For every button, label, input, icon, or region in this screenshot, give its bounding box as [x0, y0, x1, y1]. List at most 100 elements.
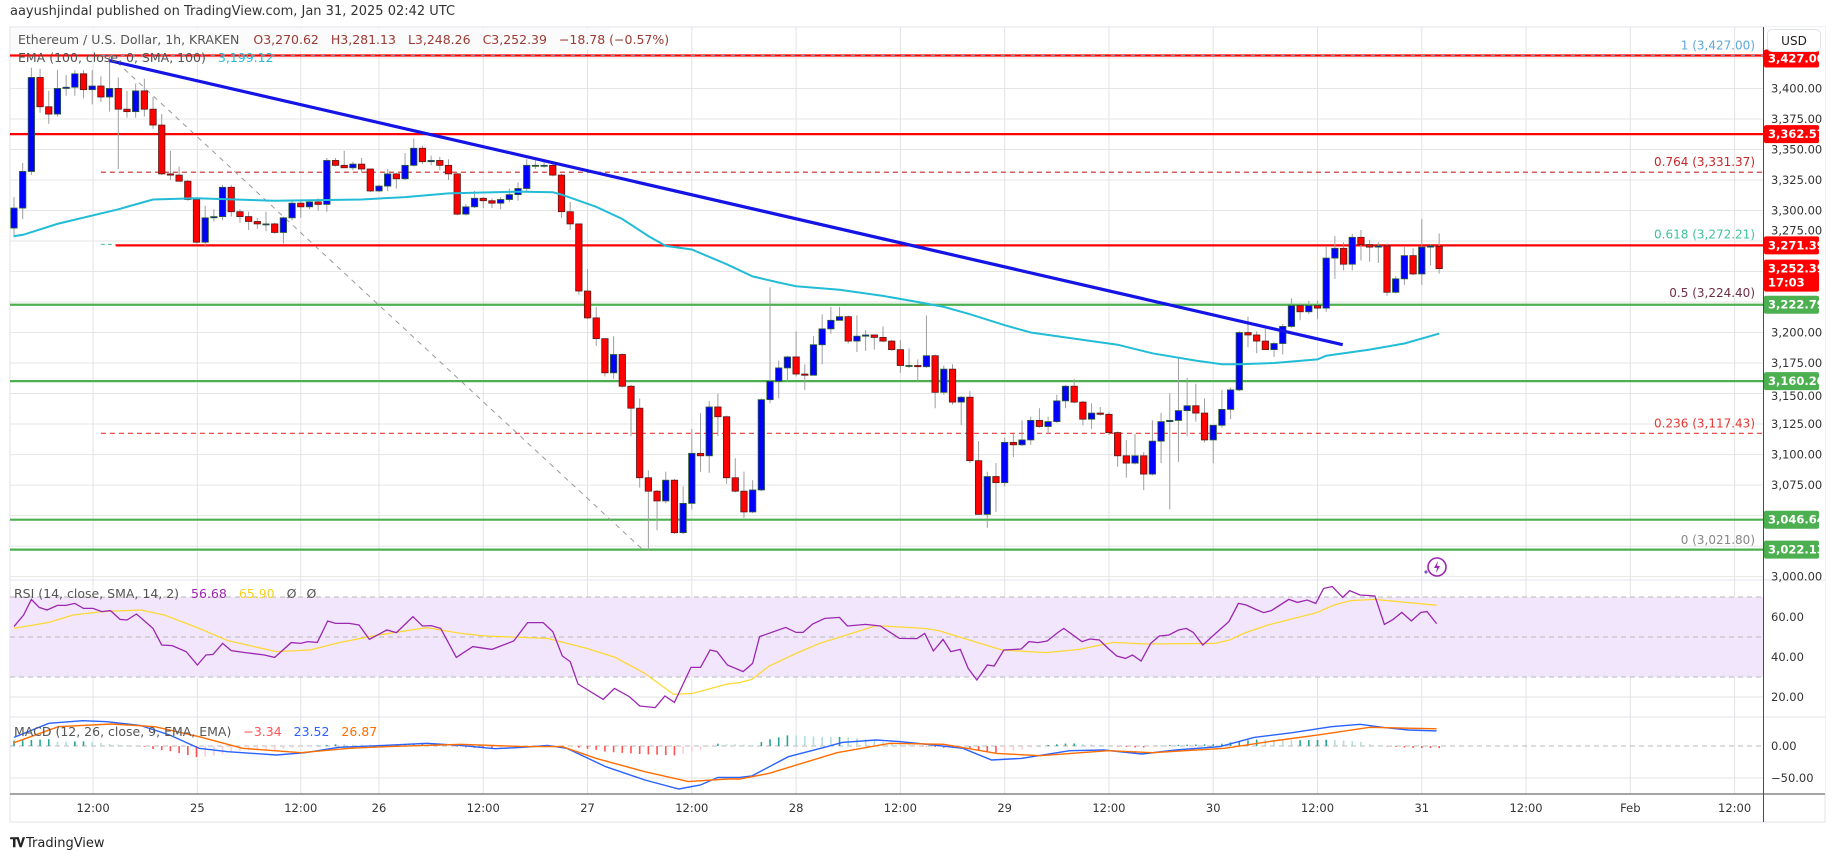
- candle: [1348, 233, 1356, 271]
- macd-histogram-bar: [673, 746, 676, 756]
- macd-histogram-bar: [299, 746, 302, 747]
- candle: [1131, 433, 1139, 465]
- ema-value: 3,199.12: [218, 50, 274, 65]
- macd-histogram-bar: [1403, 746, 1406, 748]
- macd-histogram-bar: [108, 743, 111, 746]
- candle-body-down: [436, 160, 444, 166]
- candle: [123, 90, 131, 118]
- rsi-tick-label: 40.00: [1771, 650, 1804, 664]
- macd-histogram-bar: [691, 746, 693, 752]
- candle-body-up: [349, 163, 357, 169]
- candle: [392, 172, 400, 189]
- candle-body-up: [1148, 440, 1156, 475]
- candle-body-up: [462, 206, 470, 215]
- tradingview-logo-icon: 𝐓𝐕: [10, 836, 25, 851]
- candle-body-up: [1331, 247, 1339, 259]
- ohlc-change: −18.78 (−0.57%): [559, 32, 669, 47]
- candle: [366, 168, 374, 193]
- macd-histogram-bar: [13, 740, 15, 746]
- candle: [1305, 300, 1313, 315]
- candle-body-down: [931, 355, 939, 393]
- candle-body-down: [175, 174, 183, 182]
- tradingview-logo[interactable]: 𝐓𝐕 TradingView: [10, 836, 105, 851]
- candle: [505, 188, 513, 202]
- candle: [731, 458, 739, 493]
- currency-button[interactable]: USD: [1767, 29, 1821, 52]
- candle-body-up: [53, 88, 62, 115]
- macd-histogram-bar: [751, 745, 754, 746]
- candle-body-up: [757, 399, 765, 491]
- candle-body-down: [245, 216, 253, 222]
- candle: [175, 166, 183, 182]
- ema-100-line: [13, 190, 1440, 366]
- candle: [610, 336, 618, 379]
- candle: [531, 160, 540, 169]
- candle-body-up: [132, 90, 140, 113]
- candle-body-up: [662, 479, 670, 502]
- ema-legend[interactable]: EMA (100, close, 0, SMA, 100) 3,199.12: [18, 50, 274, 65]
- candle: [844, 315, 852, 344]
- candle: [1079, 400, 1087, 426]
- candle-body-up: [679, 502, 687, 534]
- candle: [236, 209, 244, 223]
- macd-histogram-bar: [1360, 741, 1362, 746]
- macd-histogram-bar: [65, 741, 67, 746]
- candle-body-up: [783, 356, 792, 369]
- macd-histogram-bar: [960, 746, 963, 747]
- candle: [27, 67, 35, 176]
- candle-body-up: [323, 160, 331, 205]
- macd-histogram-bar: [499, 746, 502, 749]
- macd-histogram-bar: [734, 744, 737, 746]
- candle: [1018, 420, 1026, 447]
- rsi-legend[interactable]: RSI (14, close, SMA, 14, 2) 56.68 65.90 …: [14, 586, 316, 601]
- macd-histogram-bar: [821, 736, 823, 746]
- price-axis[interactable]: [1764, 27, 1825, 794]
- macd-histogram-bar: [1003, 746, 1006, 752]
- price-tick-label: 3,300.00: [1771, 203, 1822, 217]
- candle: [636, 398, 644, 488]
- candle: [436, 156, 444, 171]
- macd-histogram-bar: [1099, 744, 1102, 746]
- candle-body-up: [1087, 412, 1096, 420]
- macd-signal-line: [13, 723, 1437, 783]
- macd-histogram-bar: [1151, 746, 1154, 747]
- price-tick-label: 3,175.00: [1771, 356, 1822, 370]
- macd-histogram-bar: [986, 746, 989, 753]
- candle-body-down: [696, 452, 705, 457]
- macd-histogram-bar: [56, 741, 59, 746]
- symbol-legend[interactable]: Ethereum / U.S. Dollar, 1h, KRAKEN O3,27…: [18, 32, 669, 47]
- candle-body-up: [835, 316, 844, 321]
- price-badge-label: 3,022.13: [1768, 543, 1825, 557]
- candle: [540, 161, 548, 168]
- candle: [1313, 300, 1322, 320]
- candle-body-down: [114, 88, 122, 110]
- candle: [523, 159, 531, 191]
- candle: [1200, 398, 1209, 443]
- macd-histogram-bar: [1281, 740, 1284, 746]
- macd-line: [13, 719, 1437, 790]
- candle-body-down: [479, 197, 487, 202]
- candle-body-up: [775, 367, 783, 382]
- candle: [1366, 239, 1374, 262]
- macd-histogram-bar: [1029, 746, 1032, 748]
- macd-histogram-bar: [1038, 745, 1041, 747]
- candle: [853, 315, 861, 353]
- candle: [140, 78, 148, 117]
- candle: [801, 364, 809, 390]
- candle-body-up: [1305, 305, 1313, 313]
- candle: [1409, 248, 1417, 276]
- lightning-icon[interactable]: [1424, 557, 1447, 577]
- price-badges: 3,427.00 3,362.57 3,271.39 3,222.79 3,160.20…: [1764, 49, 1825, 559]
- candle-body-down: [618, 354, 626, 387]
- candle: [1035, 408, 1044, 428]
- candle: [992, 463, 1000, 512]
- candle: [1166, 393, 1174, 510]
- candle-body-down: [340, 164, 348, 169]
- macd-histogram-bar: [1116, 746, 1119, 747]
- macd-legend[interactable]: MACD (12, 26, close, 9, EMA, EMA) −3.34 …: [14, 724, 377, 739]
- last-price-badge: [1764, 259, 1819, 292]
- candle: [1218, 389, 1226, 428]
- macd-histogram-bar: [91, 742, 94, 746]
- price-tick-label: 3,125.00: [1771, 417, 1822, 431]
